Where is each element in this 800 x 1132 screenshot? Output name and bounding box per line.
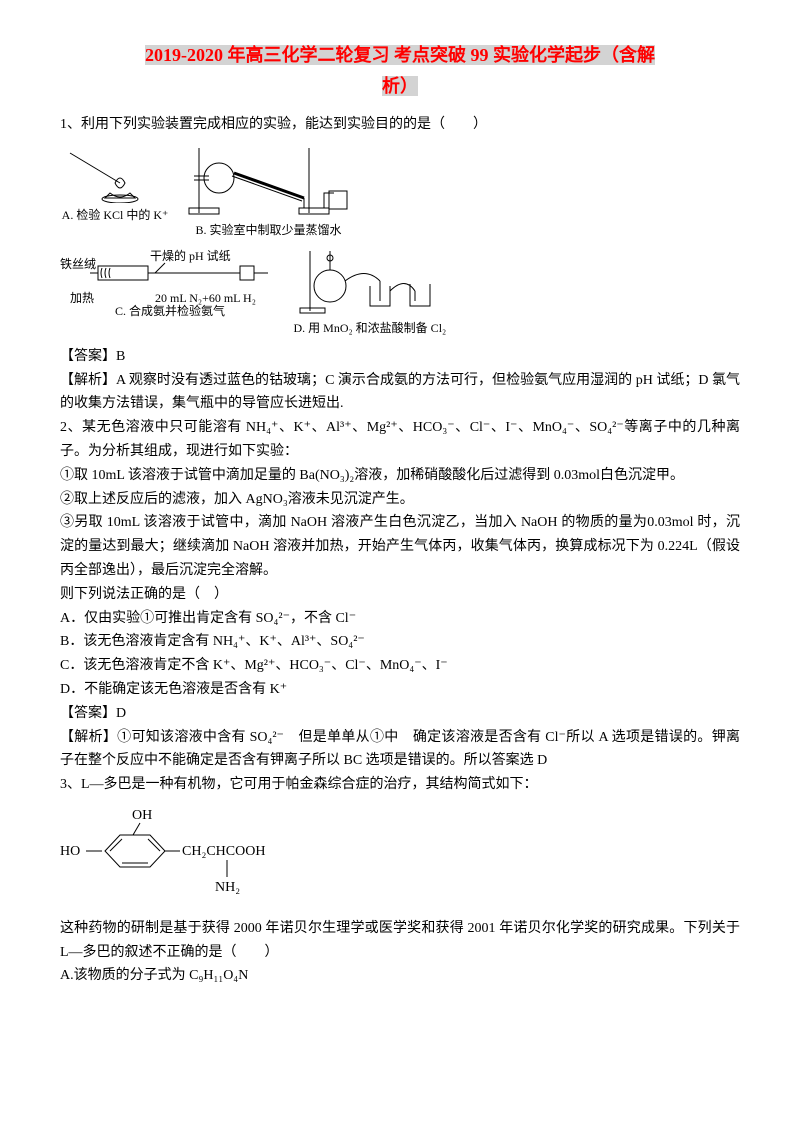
label-c3: 加热 bbox=[70, 288, 94, 308]
caption-b: B. 实验室中制取少量蒸馏水 bbox=[184, 220, 354, 240]
caption-d: D. 用 MnO₂ 和浓盐酸制备 Cl₂ bbox=[294, 318, 447, 338]
q2-step3: ③另取 10mL 该溶液于试管中，滴加 NaOH 溶液产生白色沉淀乙，当加入 N… bbox=[60, 511, 740, 582]
q2-optB: B．该无色溶液肯定含有 NH₄⁺、K⁺、Al³⁺、SO₄²⁻ bbox=[60, 630, 740, 654]
q2-optA: A．仅由实验①可推出肯定含有 SO₄²⁻，不含 Cl⁻ bbox=[60, 607, 740, 631]
q1-stem: 1、利用下列实验装置完成相应的实验，能达到实验目的的是（ ） bbox=[60, 113, 740, 137]
apparatus-b-icon bbox=[184, 143, 354, 218]
q2-optD: D．不能确定该无色溶液是否含有 K⁺ bbox=[60, 678, 740, 702]
q2-answer: 【答案】D bbox=[60, 702, 740, 726]
q3-post: 这种药物的研制是基于获得 2000 年诺贝尔生理学或医学奖和获得 2001 年诺… bbox=[60, 917, 740, 965]
caption-a: A. 检验 KCl 中的 K⁺ bbox=[60, 205, 170, 225]
diagram-b: B. 实验室中制取少量蒸馏水 bbox=[184, 143, 354, 240]
struct-oh1: OH bbox=[132, 808, 152, 823]
q1-explain: 【解析】A 观察时没有透过蓝色的钴玻璃；C 演示合成氨的方法可行，但检验氨气应用… bbox=[60, 369, 740, 417]
q2-ask: 则下列说法正确的是（ ） bbox=[60, 583, 740, 607]
diagram-d: D. 用 MnO₂ 和浓盐酸制备 Cl₂ bbox=[294, 246, 447, 338]
q2-optC: C．该无色溶液肯定不含 K⁺、Mg²⁺、HCO₃⁻、Cl⁻、MnO₄⁻、I⁻ bbox=[60, 654, 740, 678]
title-line-1: 2019-2020 年高三化学二轮复习 考点突破 99 实验化学起步（含解 bbox=[60, 40, 740, 71]
title-line-2: 析） bbox=[60, 71, 740, 102]
q1-answer: 【答案】B bbox=[60, 345, 740, 369]
q2-explain: 【解析】①可知该溶液中含有 SO₄²⁻ 但是单单从①中 确定该溶液是否含有 Cl… bbox=[60, 726, 740, 774]
struct-nh2: NH₂ bbox=[215, 880, 240, 895]
diagram-c: 铁丝绒 干燥的 pH 试纸 加热 20 mL N₂+60 mL H₂ C. 合成… bbox=[60, 246, 280, 321]
struct-chain: CH₂CHCOOH bbox=[182, 844, 265, 859]
q2-stem: 2、某无色溶液中只可能溶有 NH₄⁺、K⁺、Al³⁺、Mg²⁺、HCO₃⁻、Cl… bbox=[60, 416, 740, 464]
title-red-1: 2019-2020 年高三化学二轮复习 考点突破 99 实验化学起步（含解 bbox=[145, 45, 655, 65]
struct-ho: HO bbox=[60, 844, 80, 859]
molecule-icon: OH HO CH₂CHCOOH NH₂ bbox=[60, 805, 290, 900]
label-c4: 20 mL N₂+60 mL H₂ bbox=[155, 288, 256, 308]
q3-stem: 3、L—多巴是一种有机物，它可用于帕金森综合症的治疗，其结构简式如下： bbox=[60, 773, 740, 797]
q2-step2: ②取上述反应后的滤液，加入 AgNO₃溶液未见沉淀产生。 bbox=[60, 488, 740, 512]
q2-step1: ①取 10mL 该溶液于试管中滴加足量的 Ba(NO₃)₂溶液，加稀硝酸酸化后过… bbox=[60, 464, 740, 488]
diagram-row-1: A. 检验 KCl 中的 K⁺ B. 实验室中制取少量蒸馏水 bbox=[60, 143, 740, 240]
q3-optA: A.该物质的分子式为 C₉H₁₁O₄N bbox=[60, 964, 740, 988]
q3-structure: OH HO CH₂CHCOOH NH₂ bbox=[60, 805, 740, 909]
diagram-row-2: 铁丝绒 干燥的 pH 试纸 加热 20 mL N₂+60 mL H₂ C. 合成… bbox=[60, 246, 740, 338]
title-red-2: 析） bbox=[382, 76, 418, 96]
diagram-a: A. 检验 KCl 中的 K⁺ bbox=[60, 143, 170, 225]
apparatus-d-icon bbox=[295, 246, 445, 316]
apparatus-a-icon bbox=[60, 143, 170, 203]
